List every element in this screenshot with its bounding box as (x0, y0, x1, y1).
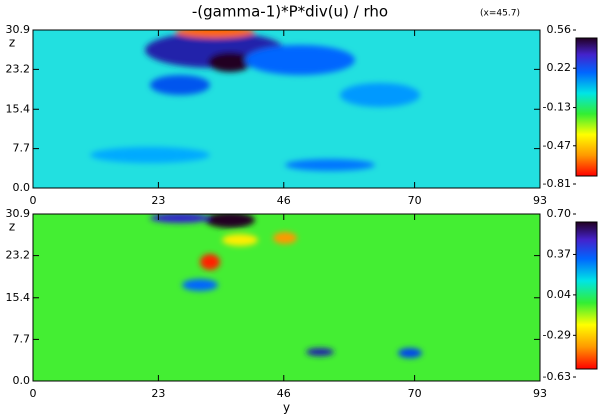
colorbar-tick-label: -0.13 (543, 101, 571, 114)
x-tick-label: 23 (151, 194, 165, 207)
field-blob (222, 234, 258, 246)
y-tick-label: 15.4 (6, 102, 31, 115)
x-tick-label: 70 (408, 194, 422, 207)
x-tick-label: 93 (533, 194, 547, 207)
colorbar-tick-label: 0.37 (547, 247, 572, 260)
y-tick-label: 23.2 (6, 62, 31, 75)
x-tick-label: 0 (30, 194, 37, 207)
colorbar-tick-label: -0.47 (543, 139, 571, 152)
field-blob (205, 214, 255, 228)
y-tick-label: 23.2 (6, 249, 31, 262)
colorbar-tick-label: 0.22 (547, 61, 572, 74)
colorbar-tick-label: -0.81 (543, 177, 571, 190)
y-tick-label: 0.0 (13, 181, 31, 194)
field-blob (150, 214, 210, 223)
x-tick-label: 93 (533, 387, 547, 400)
colorbar-tick-label: 0.70 (547, 207, 572, 220)
colorbar-tick-label: 0.56 (547, 23, 572, 36)
field (90, 30, 420, 171)
field-blob (245, 45, 355, 75)
y-tick-label: 15.4 (6, 291, 31, 304)
field-blob (285, 159, 375, 171)
field-blob (150, 75, 210, 95)
x-tick-label: 46 (277, 387, 291, 400)
x-tick-label: 70 (408, 387, 422, 400)
field-blob (273, 232, 297, 244)
colorbar (575, 37, 598, 177)
annotation: (x=45.7) (480, 9, 520, 19)
field-blob (306, 348, 334, 356)
x-tick-label: 23 (151, 387, 165, 400)
field-blob (200, 254, 220, 270)
y-tick-label: 30.9 (6, 207, 31, 220)
field-blob (90, 147, 210, 163)
y-tick-label: 0.0 (13, 374, 31, 387)
chart-title: -(gamma-1)*P*div(u) / rho (192, 3, 388, 21)
field (150, 214, 422, 358)
field-blob (175, 30, 255, 38)
field-blob (208, 52, 252, 72)
y-tick-label: 30.9 (6, 23, 31, 36)
y-tick-label: 7.7 (13, 332, 31, 345)
field-blob (340, 83, 420, 107)
y-axis-label: z (9, 36, 15, 50)
x-axis-label: y (283, 401, 290, 415)
y-tick-label: 7.7 (13, 142, 31, 155)
x-tick-label: 46 (277, 194, 291, 207)
field-blob (182, 279, 218, 291)
x-tick-label: 0 (30, 387, 37, 400)
colorbar-tick-label: -0.29 (543, 328, 571, 341)
colorbar-tick-label: 0.04 (547, 288, 572, 301)
field-blob (398, 348, 422, 358)
y-axis-label: z (9, 220, 15, 234)
colorbar (575, 221, 598, 370)
colorbar-tick-label: -0.63 (543, 370, 571, 383)
